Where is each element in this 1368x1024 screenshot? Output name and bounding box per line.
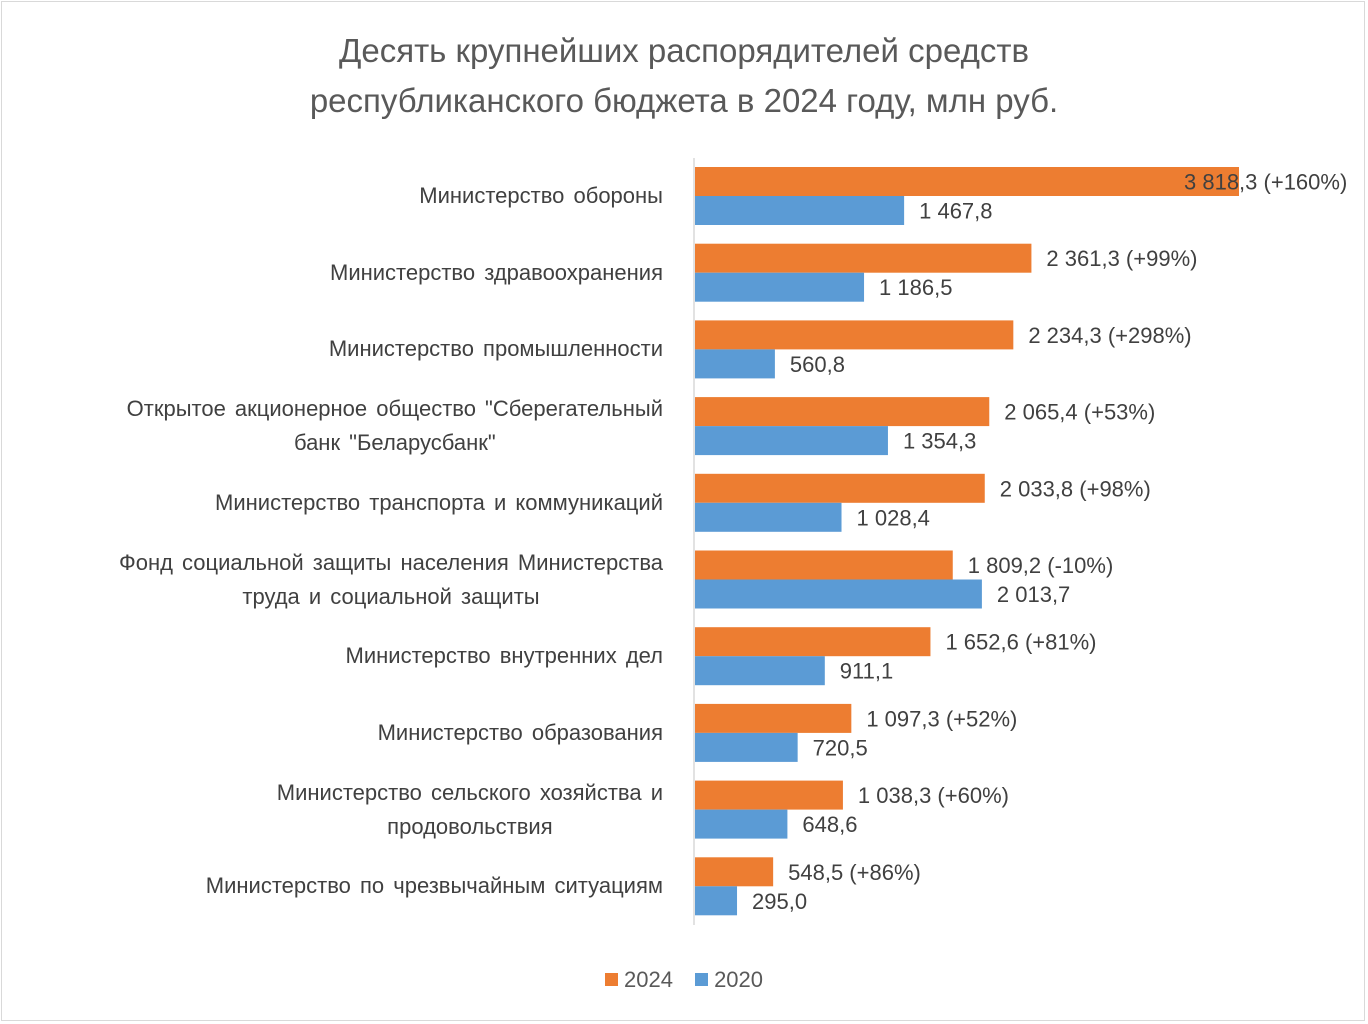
data-label-2020-5: 2 013,7 [997,582,1070,607]
data-label-2020-8: 648,6 [802,812,857,837]
category-label-line: Министерство здравоохранения [330,259,663,285]
legend: 2024 2020 [0,966,1368,993]
data-label-2024-1: 2 361,3 (+99%) [1046,246,1197,271]
data-label-2024-2: 2 234,3 (+298%) [1028,323,1191,348]
category-label-line: Министерство сельского хозяйства и [276,779,663,805]
bar-2020-1 [695,272,865,302]
category-label-line: Министерство внутренних дел [345,643,663,669]
bar-2020-9 [695,886,738,916]
data-label-2020-2: 560,8 [790,352,845,377]
data-label-2020-1: 1 186,5 [879,275,952,300]
bar-2020-0 [695,196,905,225]
chart-title-line-1: Десять крупнейших распорядителей средств [339,32,1029,69]
chart-title: Десять крупнейших распорядителей средств… [0,26,1368,126]
category-label: Фонд социальной защиты населения Министе… [119,546,663,614]
legend-label-2020: 2020 [714,966,764,992]
category-label: Открытое акционерное общество "Сберегате… [127,392,663,460]
legend-swatch-2024 [604,973,618,986]
category-label-line: Министерство образования [377,719,663,745]
category-label-line: Министерство промышленности [328,336,663,362]
legend-label-2024: 2024 [623,966,673,992]
legend-swatch-2020 [695,973,709,986]
bar-2020-8 [695,809,788,839]
category-label-line: Министерство транспорта и коммуникаций [215,489,663,515]
data-label-2020-4: 1 028,4 [857,505,930,530]
category-label: Министерство обороны [419,179,663,213]
category-label-line: Министерство обороны [419,183,663,208]
bar-2020-2 [695,349,775,379]
bar-2024-3 [695,397,990,427]
category-label-line: Открытое акционерное общество "Сберегате… [126,396,663,422]
bar-2020-6 [695,656,825,686]
data-label-2020-7: 720,5 [813,735,868,760]
data-label-2024-7: 1 097,3 (+52%) [866,706,1017,731]
bar-2020-3 [695,426,888,456]
data-label-2024-6: 1 652,6 (+81%) [945,630,1096,655]
data-label-2024-9: 548,5 (+86%) [788,860,921,885]
category-label: Министерство образования [378,716,663,750]
bar-2024-8 [695,780,843,810]
legend-item-2024: 2024 [604,966,673,993]
category-label: Министерство внутренних дел [346,639,663,673]
category-label: Министерство сельского хозяйства и продов… [277,776,663,844]
legend-item-2020: 2020 [695,967,763,993]
data-label-2020-6: 911,1 [840,659,893,684]
data-label-2024-0: 3 818,3 (+160%) [1184,170,1347,195]
bar-2024-5 [695,550,953,580]
bar-2024-6 [695,627,931,657]
data-label-2020-3: 1 354,3 [903,429,976,454]
category-label-line: продовольствия [387,813,553,839]
data-label-2024-5: 1 809,2 (-10%) [968,553,1114,578]
data-label-2024-8: 1 038,3 (+60%) [858,783,1009,808]
bar-2024-2 [695,320,1014,350]
category-label: Министерство по чрезвычайным ситуациям [206,869,663,903]
category-label: Министерство промышленности [329,332,663,366]
category-label: Министерство здравоохранения [330,256,663,290]
bar-2024-0 [695,167,1239,196]
category-label: Министерство транспорта и коммуникаций [215,486,663,520]
data-label-2024-4: 2 033,8 (+98%) [1000,476,1151,501]
bar-2020-5 [695,579,982,609]
data-label-2020-9: 295,0 [752,889,807,914]
category-label-line: Министерство по чрезвычайным ситуациям [205,873,663,899]
bar-2024-9 [695,857,774,887]
bar-2020-7 [695,732,798,762]
category-label-line: Фонд социальной защиты населения Министе… [119,549,663,575]
category-label-line: банк "Беларусбанк" [293,430,496,456]
chart-title-line-2: республиканского бюджета в 2024 году, мл… [309,82,1059,119]
bar-2024-1 [695,243,1032,273]
category-label-line: труда и социальной защиты [242,583,540,609]
bar-2020-4 [695,502,842,532]
data-label-2024-3: 2 065,4 (+53%) [1004,400,1155,425]
data-label-2020-0: 1 467,8 [919,199,992,224]
bar-2024-7 [695,703,852,733]
bar-2024-4 [695,473,985,503]
